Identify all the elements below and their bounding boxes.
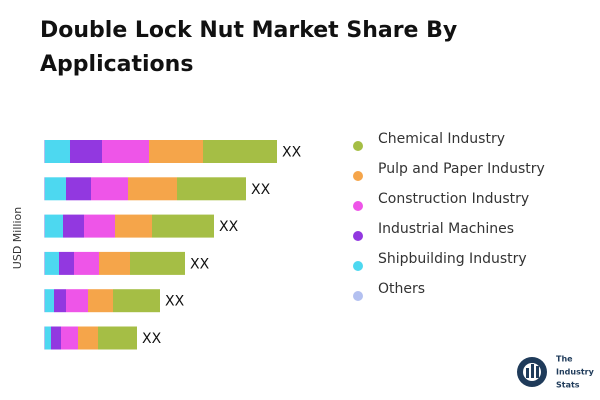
bar-segment (84, 214, 115, 238)
bar-segment (91, 177, 128, 201)
legend-marker (353, 171, 363, 181)
bar-segment (102, 140, 149, 163)
bar-segment (78, 326, 98, 350)
total-label: XX (251, 182, 271, 198)
bar-segment (45, 251, 59, 275)
bar-segment (66, 177, 91, 201)
legend-label: Others (378, 281, 425, 297)
total-label: XX (282, 145, 302, 161)
logo-text: The (556, 355, 573, 364)
bar-segment (44, 140, 45, 163)
bar-segment (45, 289, 54, 313)
bar-segment (59, 251, 74, 275)
bar-segment (51, 326, 61, 350)
bar-segment (44, 326, 45, 350)
legend-label: Pulp and Paper Industry (378, 161, 545, 177)
bar-segment (44, 214, 45, 238)
total-label: XX (142, 331, 162, 347)
legend-label: Construction Industry (378, 191, 529, 207)
logo-icon (517, 357, 547, 387)
legend-marker (353, 291, 363, 301)
bar-segment (61, 326, 78, 350)
bar-segment (45, 214, 63, 238)
total-label: XX (219, 219, 239, 235)
bar-segment (88, 289, 113, 313)
total-label: XX (165, 294, 185, 310)
legend-marker (353, 141, 363, 151)
legend-marker (353, 201, 363, 211)
legend-label: Chemical Industry (378, 131, 505, 147)
legend-label: Shipbuilding Industry (378, 251, 527, 267)
legend-marker (353, 231, 363, 241)
bar-segment (115, 214, 152, 238)
chart-title: Double Lock Nut Market Share By Applicat… (40, 18, 458, 77)
bar-segment (63, 214, 84, 238)
bar-segment (44, 289, 45, 313)
bar-segment (177, 177, 246, 201)
bar-segment (66, 289, 88, 313)
y-axis-label: USD Million (11, 207, 24, 269)
legend-label: Industrial Machines (378, 221, 514, 237)
bar-segment (98, 326, 137, 350)
bar-segment (149, 140, 203, 163)
bar-segment (45, 140, 70, 163)
bar-segment (70, 140, 102, 163)
bar-segment (99, 251, 130, 275)
bar-segment (128, 177, 177, 201)
total-label: XX (190, 256, 210, 272)
bar-segment (130, 251, 185, 275)
bar-segment (113, 289, 160, 313)
bar-segment (203, 140, 277, 163)
bar-segment (45, 177, 66, 201)
bar-segment (74, 251, 99, 275)
bar-segment (54, 289, 66, 313)
legend-marker (353, 261, 363, 271)
bar-segment (152, 214, 214, 238)
logo-text: Stats (556, 381, 580, 390)
bar-segment (45, 326, 51, 350)
bar-segment (44, 177, 45, 201)
logo-text: Industry (556, 368, 595, 377)
bar-segment (44, 251, 45, 275)
